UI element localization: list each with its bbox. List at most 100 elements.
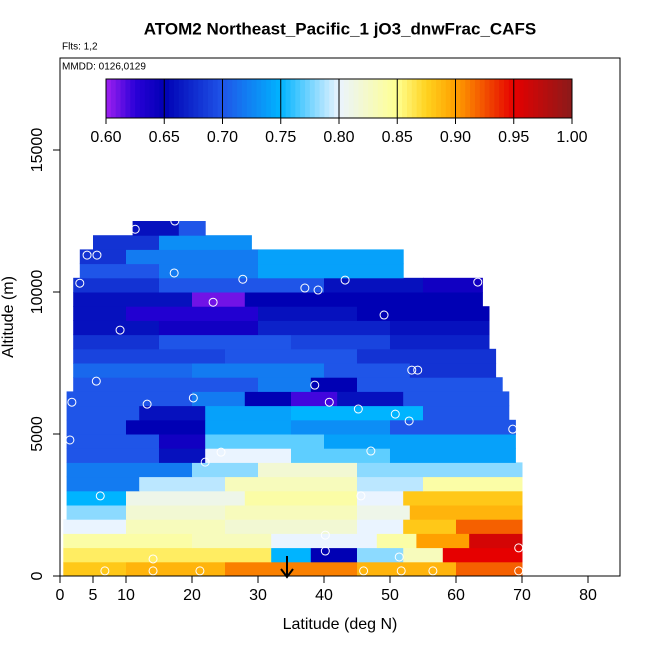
cell [139,405,206,421]
cell [63,561,127,577]
x-axis-label: Latitude (deg N) [283,616,398,633]
flight-point [95,491,105,501]
cell [158,334,292,350]
flight-point [396,566,406,576]
cell [389,320,490,336]
colorbar-step [203,79,209,118]
flights-note: Flts: 1,2 [62,42,98,53]
colorbar-step [154,79,160,118]
flight-point [200,457,210,467]
cell [125,249,259,265]
colorbar-step [528,79,534,118]
colorbar-tick-label: 1.00 [556,129,587,146]
cell [191,363,325,378]
cell [403,490,523,506]
flight-point [404,416,414,426]
colorbar-step [115,79,122,118]
flight-point [148,566,158,576]
colorbar-step [305,79,311,118]
cell [310,547,358,563]
arrow-head [280,568,294,579]
cell [257,377,312,392]
x-tick-label: 0 [56,587,65,604]
cell [178,221,206,236]
flight-point [407,365,417,375]
cell [257,462,358,478]
colorbar-step [358,79,364,118]
colorbar-step [479,79,486,118]
cell [125,505,226,520]
flight-point [65,435,75,445]
cell [323,363,411,378]
cell [290,419,391,435]
cell [290,448,391,463]
colorbar-step [183,79,190,118]
colorbar-step [557,79,563,118]
flight-point [390,409,400,419]
flight-point [91,376,101,386]
cell [257,320,391,336]
colorbar-step [353,79,359,118]
colorbar-step [139,79,146,118]
colorbar-step [207,79,214,118]
flight-point [130,224,140,234]
flight-point [216,447,226,457]
cell [356,462,523,478]
colorbar-step [382,79,389,118]
cell [63,519,127,534]
x-tick-label: 10 [117,587,135,604]
flight-point [353,404,363,414]
plot-frame [59,57,621,577]
flight-point [356,491,366,501]
flight-point [148,554,158,564]
cell [403,547,444,563]
colorbar-tick-label: 0.60 [90,129,121,146]
colorbar-tick-label: 0.70 [207,129,238,146]
colorbar-tick-label: 0.95 [498,129,529,146]
x-tick-label: 80 [579,587,597,604]
cell [125,561,226,577]
cell [63,533,193,549]
flight-point [92,250,102,260]
cell [73,377,259,392]
cell [66,434,160,449]
colorbar-step [135,79,141,118]
colorbar-step [319,79,325,118]
colorbar-step [513,79,520,118]
cell [205,405,292,421]
cell [310,377,358,392]
cell [356,377,503,392]
cell [66,419,127,435]
x-tick-label: 70 [513,587,531,604]
cell [73,334,160,350]
colorbar-step [130,79,136,118]
colorbar-step [426,79,432,118]
colorbar-step [348,79,355,118]
cell [73,277,160,293]
cell [356,292,483,307]
cell [73,348,226,364]
cell [356,561,457,577]
flight-point [100,566,110,576]
flight-point [238,274,248,284]
colorbar-step [397,79,403,118]
cell [257,306,358,321]
flight-point [188,393,198,403]
colorbar-step [470,79,476,118]
colorbar-step [106,79,112,118]
flight-point [359,566,369,576]
cell [356,505,411,520]
cell [389,419,516,435]
flight-point [320,546,330,556]
flight-point [67,397,77,407]
colorbar-step [164,79,170,118]
flight-point [169,268,179,278]
colorbar-step [193,79,199,118]
colorbar-step [392,79,398,118]
colorbar-step [309,79,316,118]
cell [244,391,292,407]
colorbar-step [256,79,262,118]
cell [191,391,246,407]
cell [158,434,206,449]
cell [224,476,358,492]
